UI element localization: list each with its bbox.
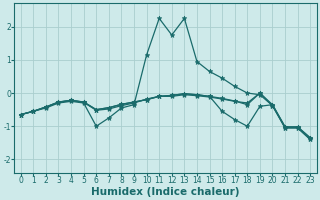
X-axis label: Humidex (Indice chaleur): Humidex (Indice chaleur)	[91, 187, 240, 197]
